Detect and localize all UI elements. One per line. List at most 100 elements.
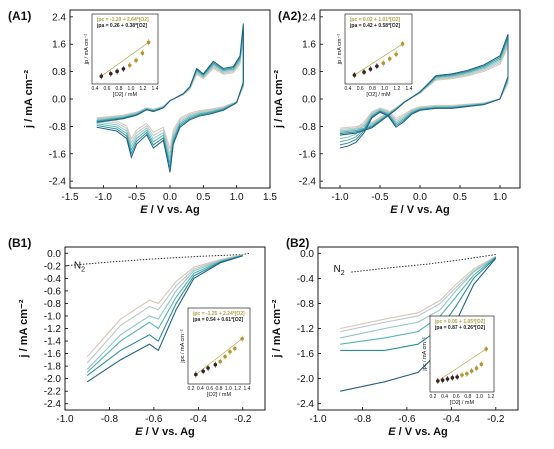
inset-x-tick-label: 0.8	[116, 86, 123, 92]
y-tick-label: -2.0	[44, 374, 62, 385]
inset-point	[201, 369, 205, 374]
inset-x-tick-label: 0.4	[92, 86, 99, 92]
y-tick-label: -2.0	[297, 374, 315, 385]
inset-b2: jpc = 0.05 + 1.05*[O2]jpa = 0.87 + 0.26*…	[422, 315, 495, 406]
x-axis-label: E / V vs. Ag	[135, 426, 195, 438]
inset-fit-line	[437, 348, 487, 382]
inset-x-tick-label: 1.0	[128, 86, 135, 92]
panel-label: (B1)	[8, 236, 31, 250]
x-axis-label: E / V vs. Ag	[390, 204, 450, 216]
inset-equation-2: jpa = 0.87 + 0.26*[O2]	[434, 325, 485, 331]
inset-point	[484, 347, 488, 351]
inset-point	[436, 379, 440, 383]
lsv-curve	[86, 254, 243, 373]
y-tick-label: -2.2	[44, 387, 62, 398]
y-tick-label: 0.0	[302, 95, 316, 106]
y-tick-label: 1.6	[52, 40, 66, 51]
x-tick-label: 0.0	[163, 192, 177, 203]
inset-point	[450, 376, 455, 380]
y-tick-label: 0.8	[52, 67, 66, 78]
inset-equation-2: jpa = 0.26 + 0.38*[O2]	[96, 23, 147, 29]
y-tick-label: -1.4	[44, 337, 62, 348]
inset-a1: jpc = -1.20 + 2.64*[O2]jpa = 0.26 + 0.38…	[84, 13, 159, 98]
inset-fit-line	[101, 41, 149, 77]
x-tick-label: 1.5	[263, 192, 277, 203]
inset-point	[479, 362, 484, 367]
inset-point	[460, 373, 464, 377]
cv-curve	[339, 34, 509, 149]
y-tick-label: -1.6	[299, 149, 317, 160]
inset-x-tick-label: 1.2	[393, 86, 400, 92]
panel-b2: (B2) -1.0 -0.8 -0.6 -0.4 -0.2 0.0 -0.4 -0.8 -1.2 -…	[271, 236, 519, 438]
inset-frame	[344, 13, 413, 85]
inset-x-tick-label: 0.8	[369, 86, 376, 92]
inset-x-tick-label: 1.4	[406, 86, 413, 92]
lsv-curve	[86, 255, 243, 383]
lsv-curve	[86, 255, 243, 376]
inset-x-tick-label: 0.4	[197, 386, 204, 392]
y-tick-label: 2.4	[52, 12, 66, 23]
lsv-curve	[340, 256, 497, 339]
lsv-curve	[340, 255, 497, 330]
inset-x-tick-label: 0.6	[104, 86, 111, 92]
inset-point	[394, 52, 398, 57]
inset-x-tick-label: 1.2	[140, 86, 147, 92]
y-axis-label: j / mA cm⁻²	[271, 299, 283, 358]
inset-point	[146, 40, 151, 45]
inset-point	[223, 354, 227, 359]
inset-point	[194, 372, 198, 377]
inset-x-tick-label: 0.8	[216, 386, 223, 392]
y-axis-label: j / mA cm⁻²	[23, 70, 35, 129]
inset-equation-1: jpc = -1.25 + 2.24*[O2]	[192, 311, 245, 317]
inset-point	[121, 67, 126, 71]
x-axis-label: E / V vs. Ag	[388, 426, 448, 438]
inset-point	[228, 349, 232, 354]
y-tick-label: -0.4	[44, 274, 62, 285]
inset-x-tick-label: 1.4	[244, 386, 251, 392]
y-tick-label: -2.4	[299, 177, 317, 188]
x-tick-label: -0.4	[443, 414, 461, 425]
x-tick-label: 0.5	[196, 192, 210, 203]
x-tick-label: -1.0	[95, 192, 113, 203]
x-tick-label: -0.6	[145, 414, 163, 425]
inset-point	[115, 69, 119, 74]
inset-y-axis-label: jp / mA cm⁻²	[84, 34, 90, 66]
inset-x-axis-label: [O2] / mM	[207, 392, 232, 398]
y-tick-label: -1.6	[44, 349, 62, 360]
inset-equation-1: jpc = 0.02 + 1.01*[O2]	[349, 17, 400, 23]
x-tick-label: 1.0	[493, 192, 507, 203]
y-tick-label: 0.0	[52, 95, 66, 106]
inset-point	[127, 63, 132, 68]
n2-baseline	[64, 252, 250, 267]
y-tick-label: -0.6	[44, 286, 62, 297]
inset-x-tick-label: 1.2	[234, 386, 241, 392]
inset-b1: jpc = -1.25 + 2.24*[O2]jpa = 0.54 + 0.61…	[180, 307, 251, 398]
inset-point	[134, 58, 138, 63]
panel-a1: (A1) -1.5 -1.0 -0.5 0.0 0.5 1.0 1.5 2.4 1.6 0.8 0.0…	[8, 9, 277, 216]
x-tick-label: -0.8	[354, 414, 372, 425]
y-tick-label: -1.0	[44, 311, 62, 322]
inset-y-axis-label: jpc / mA cm⁻²	[180, 329, 186, 363]
inset-fit-line	[195, 338, 243, 375]
x-tick-label: -0.4	[190, 414, 208, 425]
inset-point	[206, 366, 210, 370]
x-tick-label: 0.0	[413, 192, 427, 203]
inset-x-axis-label: [O2] / mM	[366, 92, 391, 98]
y-tick-label: -1.2	[297, 324, 315, 335]
panel-label: (A1)	[8, 9, 31, 23]
inset-point	[381, 61, 386, 65]
x-tick-label: 0.5	[453, 192, 467, 203]
y-tick-label: -0.2	[44, 261, 62, 272]
inset-x-tick-label: 0.4	[441, 394, 448, 400]
y-tick-label: -1.8	[44, 362, 62, 373]
x-tick-label: -0.5	[128, 192, 146, 203]
inset-x-axis-label: [O2] / mM	[113, 92, 138, 98]
x-tick-label: -1.0	[309, 414, 327, 425]
inset-point	[108, 71, 113, 76]
inset-point	[465, 372, 469, 376]
inset-point	[445, 377, 450, 381]
y-tick-label: -0.4	[297, 274, 315, 285]
y-tick-label: 1.6	[302, 40, 316, 51]
x-tick-label: -1.5	[61, 192, 79, 203]
inset-point	[240, 336, 244, 341]
